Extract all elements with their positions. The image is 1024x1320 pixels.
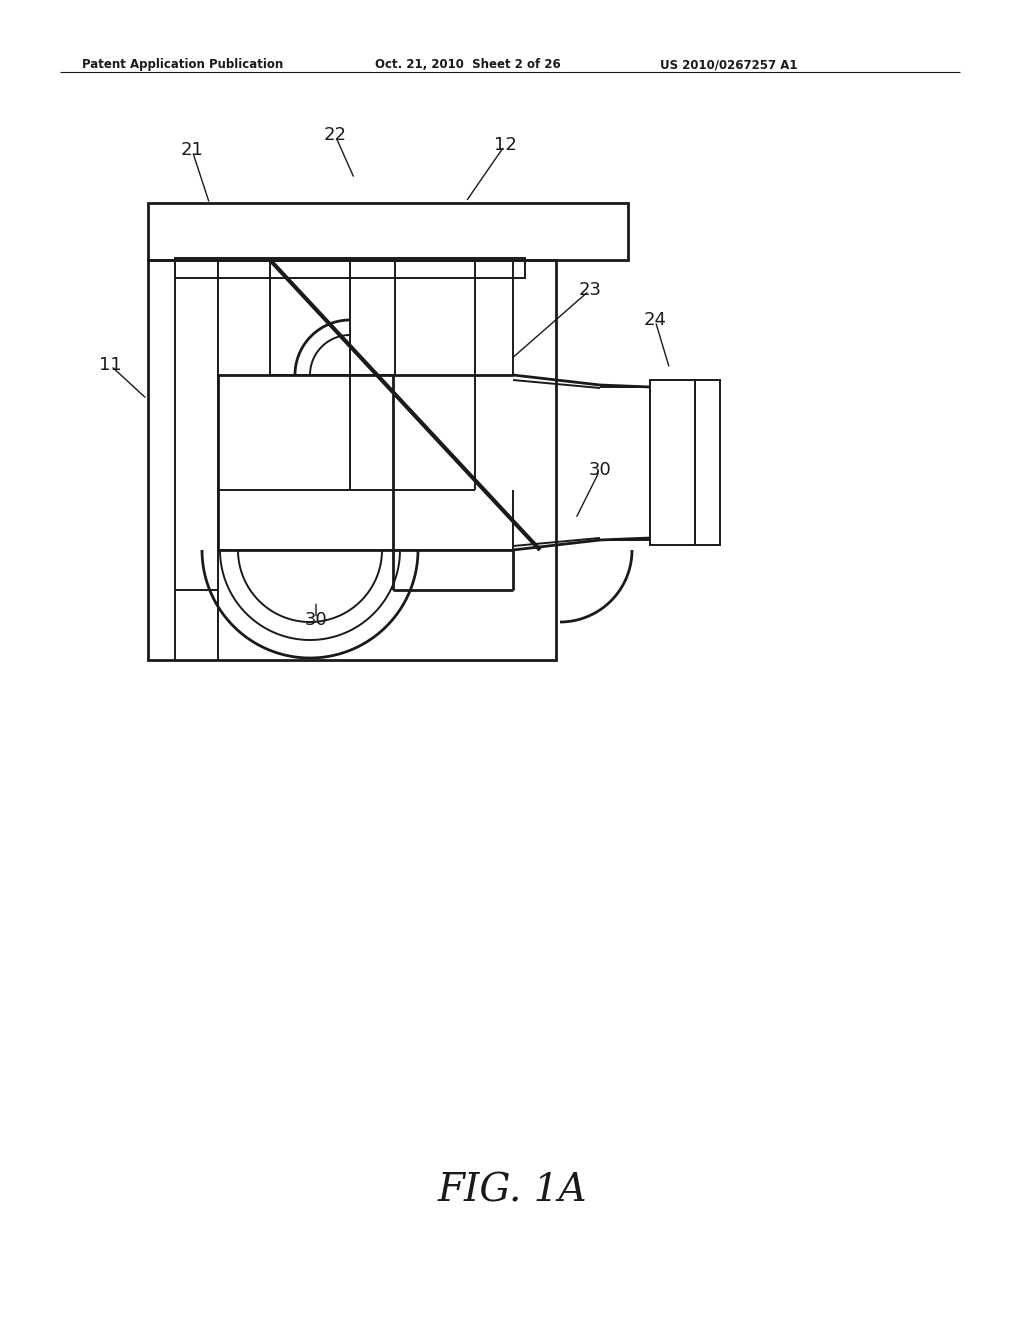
- Text: 30: 30: [589, 461, 611, 479]
- Bar: [270, 260, 395, 375]
- Text: 23: 23: [579, 281, 601, 300]
- Bar: [650, 380, 695, 545]
- Text: 22: 22: [324, 125, 346, 144]
- Bar: [148, 203, 628, 260]
- Text: Patent Application Publication: Patent Application Publication: [82, 58, 284, 71]
- Text: 30: 30: [304, 611, 328, 630]
- Text: US 2010/0267257 A1: US 2010/0267257 A1: [660, 58, 798, 71]
- Text: FIG. 1A: FIG. 1A: [437, 1172, 587, 1209]
- Text: 11: 11: [98, 356, 122, 374]
- Bar: [218, 375, 393, 550]
- Text: Oct. 21, 2010  Sheet 2 of 26: Oct. 21, 2010 Sheet 2 of 26: [375, 58, 561, 71]
- Text: 24: 24: [643, 312, 667, 329]
- Bar: [148, 260, 556, 660]
- Text: 12: 12: [494, 136, 516, 154]
- Bar: [695, 380, 720, 545]
- Text: 21: 21: [180, 141, 204, 158]
- Bar: [175, 257, 525, 279]
